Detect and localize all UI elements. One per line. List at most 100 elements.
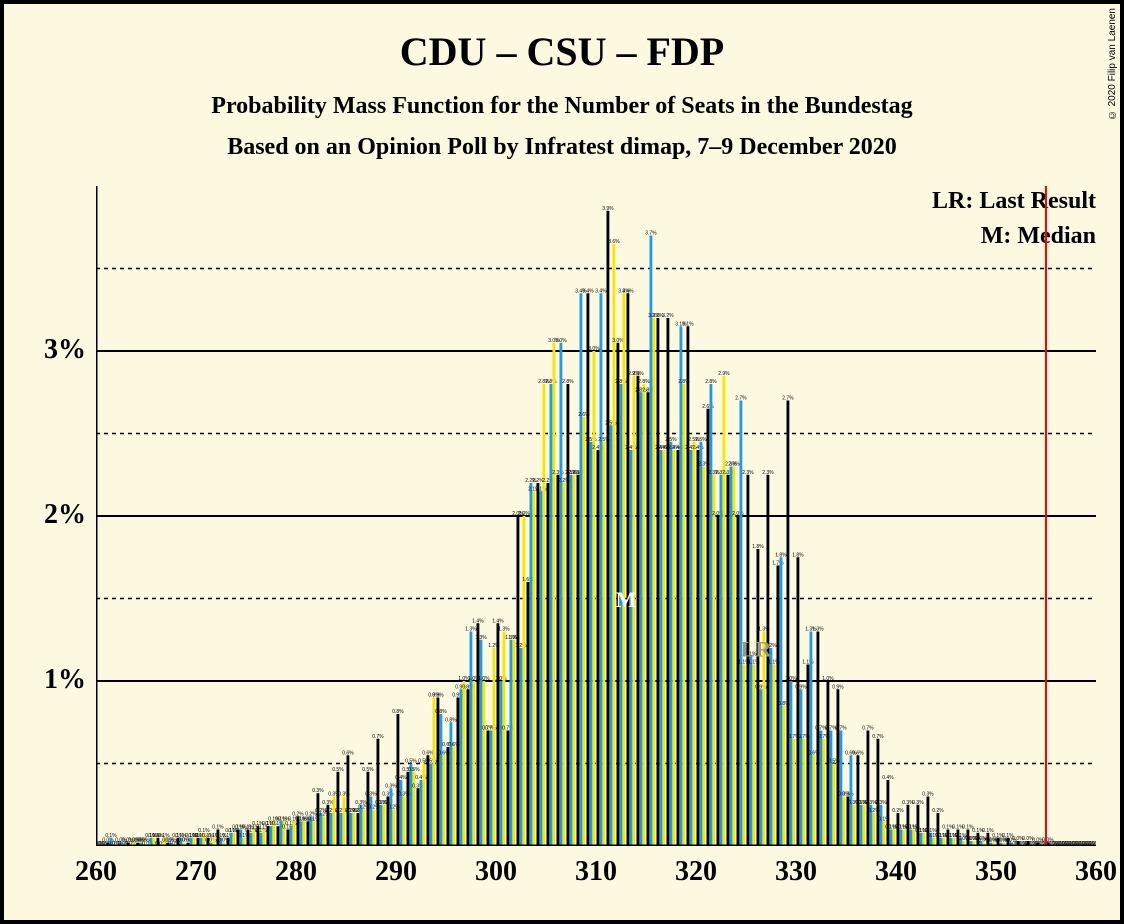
svg-text:3.4%: 3.4%	[595, 288, 607, 294]
x-axis-labels: 260270280290300310320330340350360	[96, 856, 1096, 896]
svg-text:3.1%: 3.1%	[682, 321, 694, 327]
svg-text:1.8%: 1.8%	[792, 552, 804, 558]
svg-text:1.2%: 1.2%	[515, 643, 527, 649]
svg-text:2.8%: 2.8%	[562, 379, 574, 385]
svg-text:1.8%: 1.8%	[752, 544, 764, 550]
svg-text:0.3%: 0.3%	[912, 800, 924, 806]
x-tick-label: 330	[775, 856, 817, 888]
svg-text:2.9%: 2.9%	[632, 371, 644, 377]
svg-text:0.7%: 0.7%	[862, 726, 874, 732]
y-tick-label: 1%	[16, 664, 86, 696]
svg-text:0.3%: 0.3%	[312, 788, 324, 794]
svg-text:3.7%: 3.7%	[645, 231, 657, 237]
svg-text:0.9%: 0.9%	[832, 684, 844, 690]
svg-text:3.9%: 3.9%	[602, 206, 614, 212]
x-tick-label: 280	[275, 856, 317, 888]
svg-text:2.8%: 2.8%	[545, 379, 557, 385]
svg-text:1.3%: 1.3%	[475, 635, 487, 641]
svg-text:2.7%: 2.7%	[735, 396, 747, 402]
svg-text:2.5%: 2.5%	[665, 437, 677, 443]
svg-text:2.3%: 2.3%	[742, 470, 754, 476]
svg-text:1.1%: 1.1%	[802, 660, 814, 666]
svg-text:3.6%: 3.6%	[608, 239, 620, 245]
svg-text:2.8%: 2.8%	[705, 379, 717, 385]
svg-text:2.8%: 2.8%	[615, 379, 627, 385]
x-tick-label: 260	[75, 856, 117, 888]
svg-text:3.0%: 3.0%	[612, 338, 624, 344]
svg-text:0.7%: 0.7%	[485, 726, 497, 732]
svg-text:0.3%: 0.3%	[385, 783, 397, 789]
svg-text:3.0%: 3.0%	[555, 338, 567, 344]
svg-text:M: M	[616, 587, 637, 612]
svg-text:2.0%: 2.0%	[518, 511, 530, 517]
svg-text:0.8%: 0.8%	[435, 709, 447, 715]
svg-text:3.4%: 3.4%	[582, 288, 594, 294]
svg-text:3.2%: 3.2%	[662, 313, 674, 319]
x-tick-label: 320	[675, 856, 717, 888]
svg-text:1.7%: 1.7%	[772, 561, 784, 567]
svg-text:0.5%: 0.5%	[332, 767, 344, 773]
svg-text:0.7%: 0.7%	[835, 726, 847, 732]
svg-text:0.5%: 0.5%	[405, 759, 417, 765]
svg-text:2.1%: 2.1%	[535, 486, 547, 492]
svg-text:0.9%: 0.9%	[755, 684, 767, 690]
svg-text:0.5%: 0.5%	[425, 759, 437, 765]
svg-text:2.4%: 2.4%	[625, 445, 637, 451]
svg-text:2.8%: 2.8%	[642, 387, 654, 393]
y-tick-label: 2%	[16, 499, 86, 531]
x-tick-label: 310	[575, 856, 617, 888]
svg-text:2.3%: 2.3%	[572, 470, 584, 476]
svg-text:0.2%: 0.2%	[932, 808, 944, 814]
svg-text:1.8%: 1.8%	[775, 552, 787, 558]
svg-text:1.4%: 1.4%	[492, 618, 504, 624]
svg-text:0.9%: 0.9%	[462, 684, 474, 690]
svg-text:2.4%: 2.4%	[672, 445, 684, 451]
subtitle-1: Probability Mass Function for the Number…	[0, 93, 1124, 120]
x-tick-label: 270	[175, 856, 217, 888]
svg-text:1.4%: 1.4%	[472, 618, 484, 624]
title-main: CDU – CSU – FDP	[0, 28, 1124, 75]
svg-text:2.7%: 2.7%	[782, 396, 794, 402]
svg-text:0.3%: 0.3%	[322, 800, 334, 806]
svg-text:2.3%: 2.3%	[728, 462, 740, 468]
svg-text:3.0%: 3.0%	[588, 346, 600, 352]
svg-text:0.4%: 0.4%	[882, 775, 894, 781]
titles: CDU – CSU – FDP Probability Mass Functio…	[0, 28, 1124, 175]
svg-text:0.3%: 0.3%	[875, 800, 887, 806]
x-tick-label: 360	[1075, 856, 1117, 888]
svg-text:0.2%: 0.2%	[892, 808, 904, 814]
x-tick-label: 350	[975, 856, 1017, 888]
svg-text:1.0%: 1.0%	[495, 676, 507, 682]
svg-text:1.0%: 1.0%	[822, 676, 834, 682]
chart-svg: 0.0%0.0%0.0%0.0%0.1%0.0%0.0%0.0%0.0%0.0%…	[96, 186, 1096, 846]
svg-text:0.3%: 0.3%	[842, 792, 854, 798]
svg-text:2.6%: 2.6%	[702, 404, 714, 410]
svg-text:2.5%: 2.5%	[695, 437, 707, 443]
svg-text:0.6%: 0.6%	[852, 750, 864, 756]
svg-text:2.9%: 2.9%	[718, 371, 730, 377]
svg-text:0.6%: 0.6%	[422, 750, 434, 756]
x-tick-label: 290	[375, 856, 417, 888]
svg-text:2.3%: 2.3%	[552, 470, 564, 476]
svg-text:0.3%: 0.3%	[412, 783, 424, 789]
svg-text:2.2%: 2.2%	[542, 478, 554, 484]
y-tick-label: 3%	[16, 334, 86, 366]
svg-text:LR: LR	[741, 636, 773, 661]
svg-text:1.0%: 1.0%	[478, 676, 490, 682]
svg-text:3.4%: 3.4%	[622, 288, 634, 294]
svg-text:0.9%: 0.9%	[795, 684, 807, 690]
svg-text:0.4%: 0.4%	[415, 775, 427, 781]
svg-text:0.7%: 0.7%	[502, 726, 514, 732]
svg-text:0.3%: 0.3%	[365, 792, 377, 798]
svg-text:1.6%: 1.6%	[522, 577, 534, 583]
svg-text:0.7%: 0.7%	[372, 734, 384, 740]
svg-text:0.5%: 0.5%	[408, 767, 420, 773]
svg-text:0.5%: 0.5%	[362, 767, 374, 773]
svg-text:2.0%: 2.0%	[712, 511, 724, 517]
svg-text:0.9%: 0.9%	[432, 693, 444, 699]
svg-text:1.3%: 1.3%	[465, 627, 477, 633]
svg-text:1.3%: 1.3%	[498, 627, 510, 633]
x-tick-label: 300	[475, 856, 517, 888]
svg-text:2.5%: 2.5%	[605, 420, 617, 426]
svg-text:0.1%: 0.1%	[212, 825, 224, 831]
